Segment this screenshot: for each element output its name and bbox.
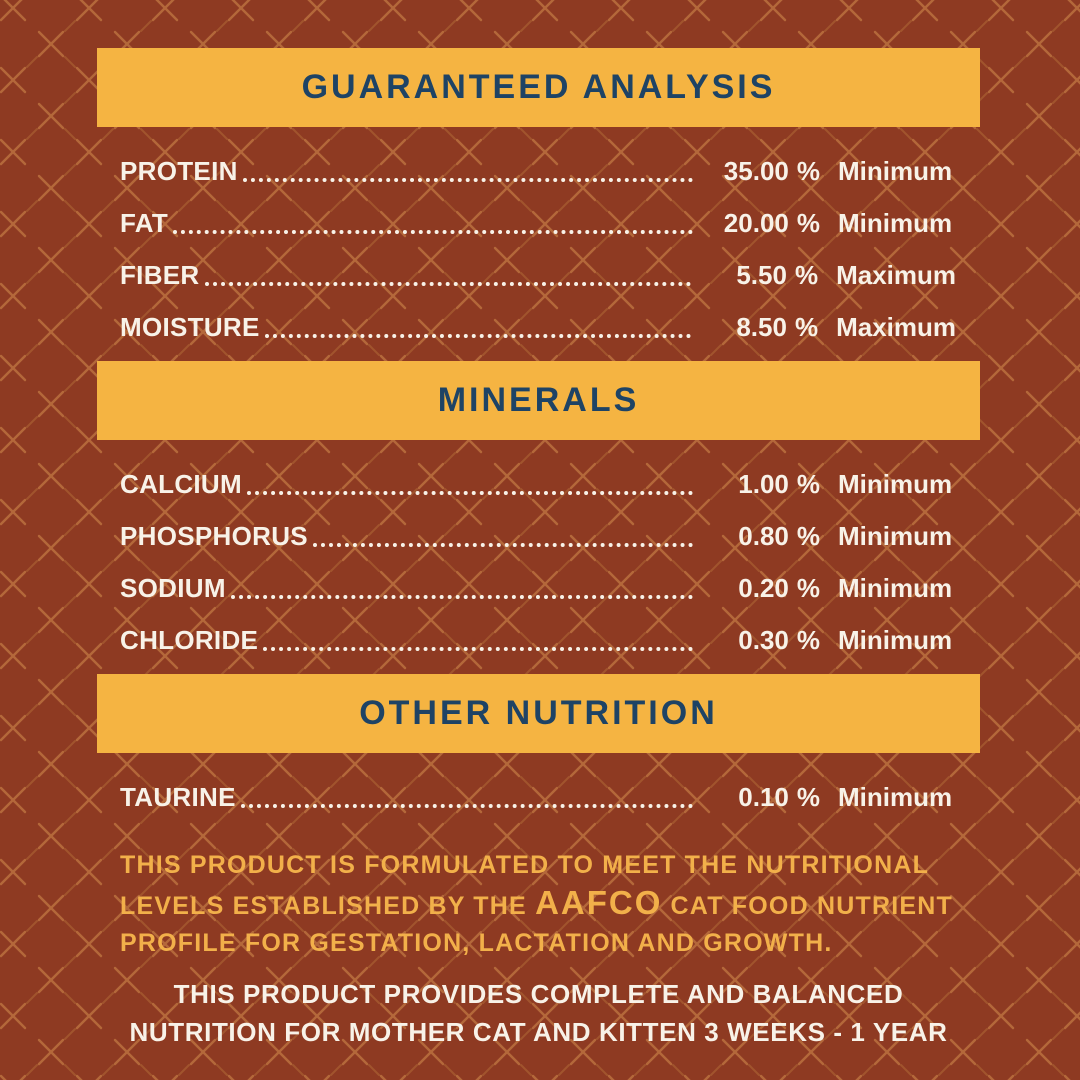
aafco-statement-line: THIS PRODUCT IS FORMULATED TO MEET THE N… (120, 847, 980, 884)
percent-sign: % (796, 782, 820, 812)
nutrient-value: 1.00 (738, 469, 789, 499)
section-header-bar: MINERALS (97, 361, 980, 440)
section-header-bar: GUARANTEED ANALYSIS (97, 48, 980, 127)
dotted-leader (173, 230, 693, 234)
nutrient-qualifier: Minimum (838, 521, 953, 551)
dotted-leader (242, 178, 693, 182)
nutrient-qualifier: Minimum (838, 156, 953, 186)
section-title: GUARANTEED ANALYSIS (301, 68, 776, 106)
statement-text: LEVELS ESTABLISHED BY THE (120, 892, 536, 920)
nutrient-qualifier: Maximum (836, 312, 956, 342)
nutrient-value: 35.00 (723, 156, 789, 186)
percent-sign: % (796, 469, 820, 499)
percent-sign: % (796, 208, 820, 238)
analysis-sections: GUARANTEED ANALYSIS PROTEIN 35.00% Minimum F… (97, 48, 980, 821)
dotted-leader (230, 595, 693, 599)
nutrient-value: 0.80 (738, 521, 789, 551)
nutrient-label: FIBER (120, 260, 200, 290)
statement-text: CAT FOOD NUTRIENT (662, 892, 953, 920)
percent-sign: % (796, 156, 820, 186)
nutrient-row: SODIUM 0.20% Minimum (120, 560, 956, 612)
dotted-leader (312, 543, 693, 547)
aafco-statement: THIS PRODUCT IS FORMULATED TO MEET THE N… (97, 847, 980, 962)
nutrient-label: FAT (120, 208, 169, 238)
nutrient-value: 0.30 (738, 625, 789, 655)
nutrient-qualifier: Minimum (838, 782, 953, 812)
nutrient-row: FAT 20.00% Minimum (120, 195, 956, 247)
nutrient-row: FIBER 5.50% Maximum (120, 247, 956, 299)
balanced-nutrition-statement: THIS PRODUCT PROVIDES COMPLETE AND BALAN… (97, 975, 980, 1051)
percent-sign: % (796, 521, 820, 551)
nutrient-qualifier: Minimum (838, 573, 953, 603)
nutrient-label: CALCIUM (120, 469, 242, 499)
percent-sign: % (794, 312, 819, 342)
nutrient-qualifier: Minimum (838, 208, 953, 238)
section-title: MINERALS (437, 381, 640, 419)
nutrient-value: 5.50 (736, 260, 787, 290)
dotted-leader (204, 282, 691, 286)
nutrient-value: 0.10 (738, 782, 789, 812)
nutrient-row: CALCIUM 1.00% Minimum (120, 456, 956, 508)
aafco-statement-line: PROFILE FOR GESTATION, LACTATION AND GRO… (120, 925, 980, 962)
nutrient-value: 8.50 (736, 312, 787, 342)
nutrient-label: SODIUM (120, 573, 226, 603)
nutrient-value: 20.00 (723, 208, 789, 238)
nutrient-label: MOISTURE (120, 312, 260, 342)
nutrient-rows: TAURINE 0.10% Minimum (97, 769, 980, 821)
nutrient-label: CHLORIDE (120, 625, 259, 655)
balanced-statement-line: THIS PRODUCT PROVIDES COMPLETE AND BALAN… (173, 979, 904, 1009)
nutrient-row: CHLORIDE 0.30% Minimum (120, 612, 956, 664)
dotted-leader (264, 334, 691, 338)
nutrient-rows: PROTEIN 35.00% Minimum FAT 20.00% Minimum FIBE… (97, 143, 980, 351)
percent-sign: % (796, 573, 820, 603)
nutrient-label: PHOSPHORUS (120, 521, 308, 551)
dotted-leader (240, 804, 693, 808)
nutrient-qualifier: Minimum (838, 469, 953, 499)
statement-text: PROFILE FOR GESTATION, LACTATION AND GRO… (120, 929, 833, 957)
nutrient-qualifier: Minimum (838, 625, 953, 655)
balanced-statement-line: NUTRITION FOR MOTHER CAT AND KITTEN 3 WE… (129, 1017, 948, 1047)
percent-sign: % (796, 625, 820, 655)
section-title: OTHER NUTRITION (359, 694, 718, 732)
aafco-acronym: AAFCO (535, 884, 663, 921)
nutrient-row: MOISTURE 8.50% Maximum (120, 299, 956, 351)
nutrient-row: PROTEIN 35.00% Minimum (120, 143, 956, 195)
percent-sign: % (794, 260, 819, 290)
statement-text: THIS PRODUCT IS FORMULATED TO MEET THE N… (120, 851, 930, 879)
nutrient-label: PROTEIN (120, 156, 238, 186)
nutrient-row: TAURINE 0.10% Minimum (120, 769, 956, 821)
nutrient-label: TAURINE (120, 782, 236, 812)
dotted-leader (246, 491, 693, 495)
section-header-bar: OTHER NUTRITION (97, 674, 980, 753)
nutrient-value: 0.20 (738, 573, 789, 603)
nutrient-qualifier: Maximum (836, 260, 956, 290)
nutrient-rows: CALCIUM 1.00% Minimum PHOSPHORUS 0.80% Minimu… (97, 456, 980, 664)
aafco-statement-line: LEVELS ESTABLISHED BY THE AAFCO CAT FOOD… (120, 884, 980, 925)
nutrient-row: PHOSPHORUS 0.80% Minimum (120, 508, 956, 560)
dotted-leader (263, 647, 693, 651)
label-content: GUARANTEED ANALYSIS PROTEIN 35.00% Minimum F… (97, 48, 980, 1051)
